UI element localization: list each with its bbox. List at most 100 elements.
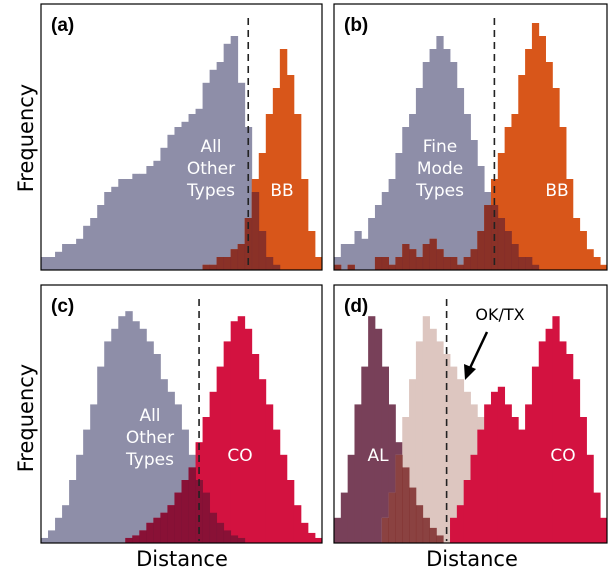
series-label-all-other-types: Other (187, 159, 235, 179)
bar-ok-tx-15 (436, 341, 444, 543)
overlap-bar-7 (381, 517, 389, 543)
overlap-bar-27 (230, 535, 239, 543)
overlap-bar-2 (347, 264, 355, 270)
overlap-bar-22 (195, 480, 203, 543)
bar-co-30 (251, 354, 260, 543)
bar-co-32 (265, 404, 274, 543)
overlap-bar-10 (402, 244, 410, 270)
overlap-bar-9 (395, 257, 403, 270)
overlap-bar-17 (450, 257, 458, 270)
bar-all-other-types-6 (83, 429, 91, 543)
bar-ok-tx-18 (456, 379, 465, 543)
bar-all-other-types-18 (167, 391, 175, 543)
bar-co-33 (272, 429, 281, 543)
bar-fine-mode-types-7 (381, 192, 389, 270)
overlap-bar-25 (216, 257, 225, 270)
overlap-bar-13 (422, 244, 430, 270)
series-label-all-other-types: Types (186, 181, 235, 201)
overlap-bar-27 (518, 257, 526, 270)
bar-all-other-types-1 (48, 257, 56, 270)
bar-bb-33 (559, 127, 567, 270)
overlap-bar-14 (139, 530, 147, 543)
overlap-bar-26 (511, 244, 519, 270)
overlap-bar-14 (429, 527, 437, 543)
series-label-bb: BB (270, 181, 293, 201)
overlap-bar-32 (265, 257, 274, 270)
overlap-bar-8 (388, 264, 396, 270)
bar-all-other-types-4 (69, 480, 77, 543)
bar-fine-mode-types-19 (463, 114, 471, 270)
bar-fine-mode-types-20 (470, 140, 478, 270)
overlap-bar-20 (181, 480, 189, 543)
overlap-bar-18 (456, 264, 465, 270)
overlap-bar-16 (443, 257, 451, 270)
bar-bb-25 (504, 127, 512, 270)
overlap-bar-29 (531, 264, 540, 270)
overlap-bar-15 (436, 535, 444, 543)
bar-all-other-types-8 (97, 366, 105, 543)
bar-all-other-types-21 (188, 114, 196, 270)
bar-all-other-types-19 (174, 127, 182, 270)
overlap-bar-6 (374, 257, 383, 270)
panel-frame (40, 3, 323, 271)
overlap-bar-13 (132, 535, 140, 543)
panel-letter: (b) (344, 15, 368, 36)
bar-al-4 (361, 366, 369, 543)
overlap-bar-16 (153, 517, 161, 543)
bar-bb-35 (572, 218, 581, 270)
bar-all-other-types-8 (97, 205, 105, 270)
overlap-bar-23 (202, 492, 211, 543)
bar-fine-mode-types-4 (361, 238, 369, 270)
overlap-bar-17 (160, 512, 168, 543)
overlap-bar-29 (244, 218, 253, 270)
bar-all-other-types-17 (160, 147, 168, 270)
bar-co-35 (572, 379, 581, 543)
bar-all-other-types-6 (83, 225, 91, 270)
panel-frame (40, 284, 323, 544)
bar-all-other-types-4 (69, 244, 77, 270)
bar-bb-33 (272, 88, 281, 270)
bar-fine-mode-types-14 (429, 49, 437, 270)
bar-bb-32 (552, 88, 560, 270)
panel-frame (333, 3, 608, 271)
overlap-bar-30 (251, 192, 260, 270)
bar-all-other-types-23 (202, 82, 211, 270)
x-axis-title-right: Distance (426, 547, 518, 571)
bar-co-27 (230, 321, 239, 543)
bar-ok-tx-12 (415, 341, 424, 543)
bar-fine-mode-types-16 (443, 49, 451, 270)
bar-co-24 (497, 386, 506, 543)
bar-all-other-types-14 (139, 328, 147, 543)
bar-all-other-types-2 (55, 251, 63, 270)
bar-al-7 (381, 366, 389, 543)
overlap-bar-28 (525, 257, 533, 270)
bar-all-other-types-9 (104, 192, 112, 270)
bar-al-0 (334, 517, 342, 543)
bar-fine-mode-types-2 (347, 244, 355, 270)
bar-all-other-types-25 (216, 62, 225, 270)
bar-co-28 (237, 316, 246, 543)
bar-co-31 (258, 379, 267, 543)
panel-frame (333, 284, 608, 544)
bar-all-other-types-3 (62, 244, 70, 270)
annotation-arrowhead (464, 364, 476, 380)
bar-ok-tx-17 (450, 366, 458, 543)
overlap-bar-12 (415, 505, 424, 543)
overlap-bar-18 (167, 505, 175, 543)
bar-all-other-types-7 (90, 218, 98, 270)
overlap-bar-0 (334, 264, 342, 270)
bar-fine-mode-types-9 (395, 153, 403, 270)
bar-al-2 (347, 454, 355, 543)
bar-all-other-types-15 (146, 341, 154, 543)
bar-co-38 (307, 532, 316, 543)
bar-ok-tx-19 (463, 391, 471, 543)
bar-bb-36 (579, 231, 587, 270)
series-label-fine-mode-types: Types (415, 181, 464, 201)
bar-co-39 (600, 517, 608, 543)
bar-co-29 (531, 366, 540, 543)
overlap-bar-12 (125, 537, 133, 543)
overlap-bar-8 (388, 492, 396, 543)
bar-al-6 (374, 328, 383, 543)
series-label-bb: BB (545, 181, 568, 201)
